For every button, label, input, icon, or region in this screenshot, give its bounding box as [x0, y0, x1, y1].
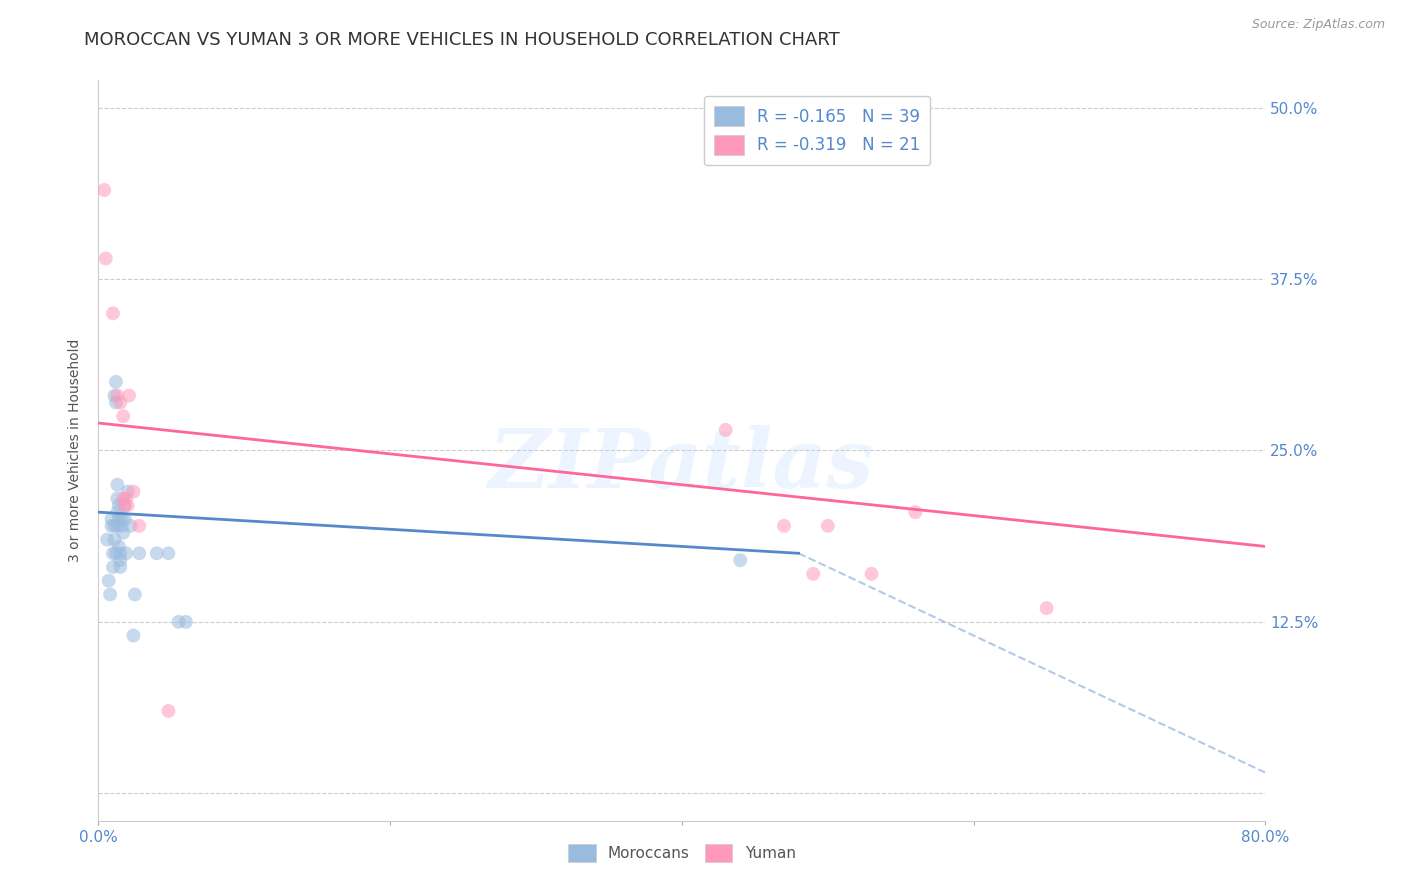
Point — [122, 628, 145, 642]
Point — [904, 505, 927, 519]
Point — [817, 519, 839, 533]
Point — [128, 546, 150, 560]
Point — [93, 183, 115, 197]
Text: ZIPatlas: ZIPatlas — [489, 425, 875, 505]
Point — [100, 519, 122, 533]
Point — [110, 546, 132, 560]
Point — [157, 546, 180, 560]
Point — [120, 519, 142, 533]
Point — [101, 306, 124, 320]
Point — [122, 484, 145, 499]
Point — [111, 512, 134, 526]
Point — [124, 587, 146, 601]
Point — [114, 512, 136, 526]
Point — [174, 615, 197, 629]
Point — [112, 491, 135, 506]
Point — [110, 553, 132, 567]
Point — [115, 491, 138, 506]
Point — [114, 498, 136, 512]
Point — [714, 423, 737, 437]
Point — [105, 491, 128, 506]
Point — [101, 560, 124, 574]
Point — [98, 587, 121, 601]
Point — [146, 546, 169, 560]
Point — [96, 533, 118, 547]
Point — [118, 389, 141, 403]
Point — [104, 395, 127, 409]
Point — [104, 546, 127, 560]
Point — [108, 512, 131, 526]
Point — [97, 574, 120, 588]
Point — [100, 512, 122, 526]
Y-axis label: 3 or more Vehicles in Household: 3 or more Vehicles in Household — [69, 339, 83, 562]
Point — [1035, 601, 1057, 615]
Point — [94, 252, 117, 266]
Point — [103, 519, 125, 533]
Point — [801, 566, 824, 581]
Point — [111, 519, 134, 533]
Point — [105, 477, 128, 491]
Point — [112, 409, 135, 424]
Point — [108, 540, 131, 554]
Point — [773, 519, 796, 533]
Point — [860, 566, 883, 581]
Point — [117, 484, 139, 499]
Point — [128, 519, 150, 533]
Point — [157, 704, 180, 718]
Point — [104, 375, 127, 389]
Point — [115, 546, 138, 560]
Point — [117, 498, 139, 512]
Point — [730, 553, 752, 567]
Point — [101, 546, 124, 560]
Point — [112, 525, 135, 540]
Legend: Moroccans, Yuman: Moroccans, Yuman — [562, 838, 801, 869]
Point — [103, 533, 125, 547]
Point — [114, 498, 136, 512]
Text: MOROCCAN VS YUMAN 3 OR MORE VEHICLES IN HOUSEHOLD CORRELATION CHART: MOROCCAN VS YUMAN 3 OR MORE VEHICLES IN … — [84, 31, 841, 49]
Text: Source: ZipAtlas.com: Source: ZipAtlas.com — [1251, 18, 1385, 31]
Point — [105, 505, 128, 519]
Point — [105, 389, 128, 403]
Point — [167, 615, 190, 629]
Point — [108, 498, 131, 512]
Point — [110, 395, 132, 409]
Point — [105, 519, 128, 533]
Point — [110, 560, 132, 574]
Point — [103, 389, 125, 403]
